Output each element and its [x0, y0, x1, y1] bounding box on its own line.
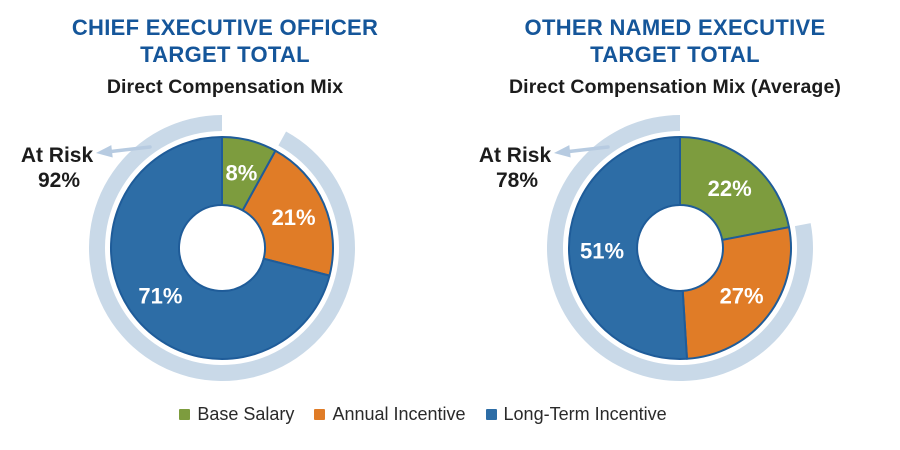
slice-label-annual-incentive: 27% [720, 284, 764, 309]
donut-slice-annual-incentive [681, 226, 792, 360]
legend-label-long-term-incentive: Long-Term Incentive [503, 403, 667, 424]
at-risk-arrow-icon [554, 145, 610, 158]
at-risk-value: 92% [38, 169, 80, 192]
donut-slice-base-salary [679, 136, 791, 241]
legend-item-annual-incentive: Annual Incentive [314, 403, 466, 425]
at-risk-label: At Risk [21, 144, 94, 167]
chart-subtitle: Direct Compensation Mix (Average) [509, 75, 841, 98]
legend-swatch-annual-incentive-icon [314, 408, 326, 420]
donut-slice-long-term-incentive [567, 136, 688, 360]
slice-label-annual-incentive: 21% [272, 205, 316, 230]
slice-label-long-term-incentive: 51% [580, 238, 624, 263]
at-risk-arrow-icon [96, 145, 152, 158]
chart-title-line2: TARGET TOTAL [590, 41, 760, 67]
chart-title-other-neo: OTHER NAMED EXECUTIVE TARGET TOTAL [450, 15, 900, 69]
slice-label-base-salary: 8% [226, 160, 258, 185]
slice-label-base-salary: 22% [708, 176, 752, 201]
chart-title-line1: OTHER NAMED EXECUTIVE [524, 15, 826, 40]
legend-swatch-long-term-incentive-icon [485, 408, 497, 420]
chart-title-line2: TARGET TOTAL [140, 41, 310, 67]
chart-legend: Base Salary Annual Incentive Long-Term I… [0, 402, 873, 426]
at-risk-value: 78% [496, 169, 538, 192]
donut-slice-annual-incentive [241, 149, 334, 277]
legend-item-base-salary: Base Salary [179, 404, 294, 425]
chart-title-line1: CHIEF EXECUTIVE OFFICER [71, 15, 379, 40]
ceo-chart-section: CHIEF EXECUTIVE OFFICER TARGET TOTAL Dir… [0, 0, 450, 381]
slice-label-long-term-incentive: 71% [138, 284, 182, 309]
at-risk-label: At Risk [479, 144, 552, 167]
legend-swatch-base-salary-icon [179, 408, 191, 420]
legend-item-long-term-incentive: Long-Term Incentive [485, 403, 667, 425]
other-neo-chart-section: OTHER NAMED EXECUTIVE TARGET TOTAL Direc… [450, 0, 900, 450]
chart-header: CHIEF EXECUTIVE OFFICER TARGET TOTAL Dir… [0, 0, 450, 99]
chart-subtitle: Direct Compensation Mix [106, 75, 344, 98]
donut-slice-long-term-incentive [109, 136, 331, 360]
chart-title-ceo: CHIEF EXECUTIVE OFFICER TARGET TOTAL [0, 15, 450, 69]
chart-header: OTHER NAMED EXECUTIVE TARGET TOTAL Direc… [450, 0, 900, 99]
legend-label-annual-incentive: Annual Incentive [332, 403, 466, 424]
legend-label-base-salary: Base Salary [197, 403, 295, 424]
